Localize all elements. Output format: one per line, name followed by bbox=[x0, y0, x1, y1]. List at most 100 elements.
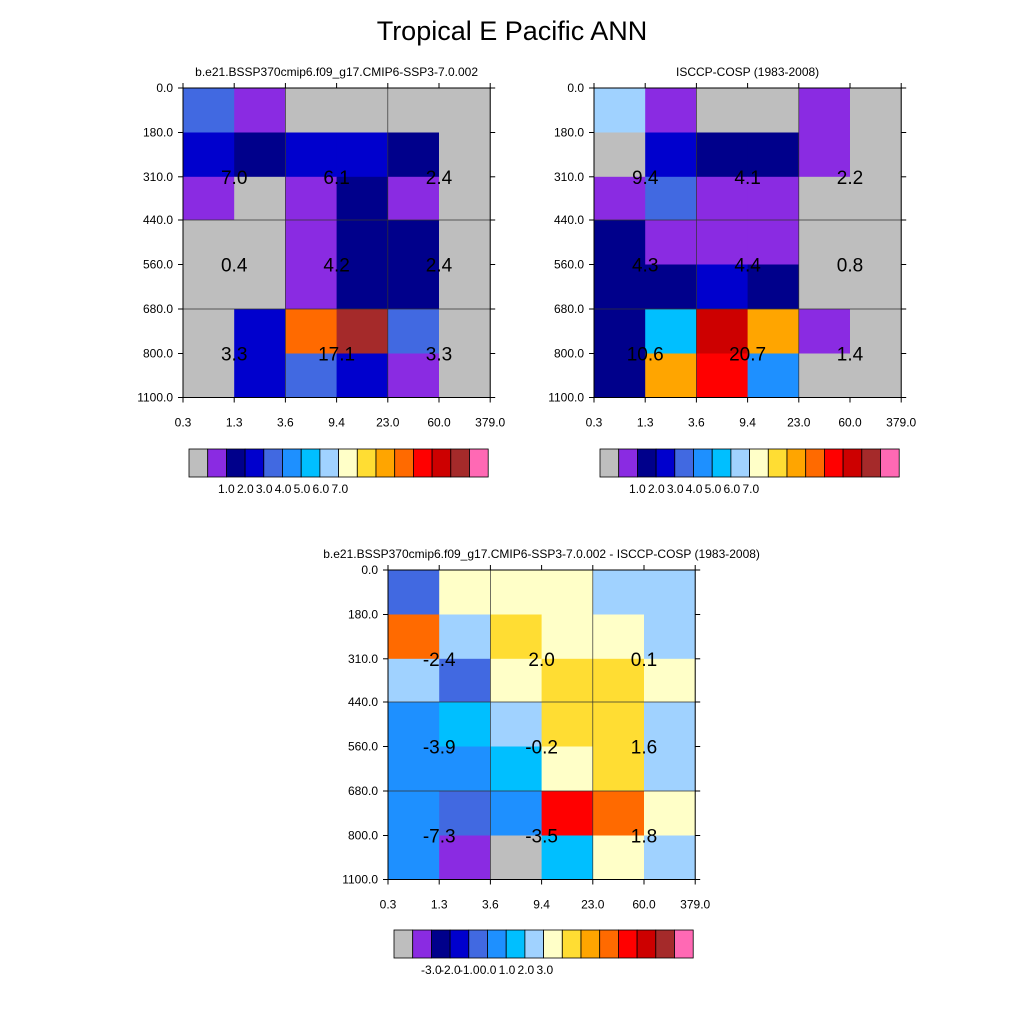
x-tick-label: 379.0 bbox=[475, 416, 505, 430]
y-tick-label: 800.0 bbox=[143, 347, 173, 361]
heatmap-cell bbox=[234, 220, 286, 265]
heatmap-cell bbox=[183, 132, 235, 178]
heatmap-cell bbox=[439, 835, 491, 880]
heatmap-cell bbox=[439, 746, 491, 792]
heatmap-cell bbox=[234, 309, 286, 354]
heatmap-cell bbox=[541, 614, 594, 660]
y-tick-label: 560.0 bbox=[348, 740, 378, 754]
heatmap-cell bbox=[439, 570, 491, 615]
heatmap-cell bbox=[490, 746, 543, 792]
heatmap-cell bbox=[439, 353, 491, 398]
cell-value-label: 20.7 bbox=[729, 345, 766, 366]
heatmap-cell bbox=[747, 88, 800, 133]
heatmap-cell bbox=[490, 614, 543, 660]
heatmap-cell bbox=[592, 658, 645, 703]
heatmap-cell bbox=[645, 309, 697, 354]
heatmap-cell bbox=[644, 791, 696, 836]
heatmap-cell bbox=[696, 88, 749, 133]
heatmap-cell bbox=[183, 220, 235, 265]
x-tick-label: 379.0 bbox=[680, 898, 710, 912]
heatmap-cell bbox=[439, 614, 491, 660]
y-tick-label: 0.0 bbox=[567, 81, 584, 95]
heatmap-cell bbox=[645, 220, 697, 265]
colorbar-swatch bbox=[599, 448, 620, 478]
panel-title: ISCCP-COSP (1983-2008) bbox=[676, 65, 819, 79]
heatmap-cell bbox=[850, 88, 902, 133]
colorbar-swatch bbox=[618, 929, 638, 959]
colorbar-label: 2.0 bbox=[518, 963, 535, 977]
heatmap-cell bbox=[798, 309, 851, 354]
cell-value-label: 2.0 bbox=[528, 650, 554, 671]
heatmap-cell bbox=[645, 88, 697, 133]
heatmap-cell bbox=[387, 88, 440, 133]
colorbar-1: 1.0 2.0 3.0 4.0 5.0 6.0 7.0 bbox=[188, 448, 489, 496]
y-tick-label: 180.0 bbox=[348, 608, 378, 622]
heatmap-cell bbox=[336, 353, 389, 398]
heatmap-cell bbox=[439, 176, 491, 221]
cell-value-label: -2.4 bbox=[423, 650, 456, 671]
heatmap-cell bbox=[336, 309, 389, 354]
colorbar-swatch bbox=[842, 448, 863, 478]
colorbar-label: 1.0 bbox=[499, 963, 516, 977]
cell-value-label: 1.4 bbox=[837, 345, 864, 366]
x-tick-label: 1.3 bbox=[431, 898, 448, 912]
x-tick-label: 9.4 bbox=[533, 898, 550, 912]
heatmap-cell bbox=[490, 702, 543, 747]
heatmap-cell bbox=[387, 176, 440, 221]
heatmap-cell bbox=[644, 614, 696, 660]
heatmap-cell bbox=[234, 88, 286, 133]
colorbar-swatch bbox=[561, 929, 582, 959]
y-tick-label: 800.0 bbox=[348, 829, 378, 843]
colorbar-swatch bbox=[319, 448, 339, 478]
colorbar-swatch bbox=[861, 448, 881, 478]
heatmap-cell bbox=[439, 791, 491, 836]
colorbar-label: 6.0 bbox=[313, 482, 330, 496]
y-tick-label: 180.0 bbox=[554, 126, 584, 140]
colorbar-swatch bbox=[300, 448, 321, 478]
cell-value-label: 17.1 bbox=[318, 345, 355, 366]
heatmap-cell bbox=[747, 264, 800, 310]
colorbar-swatch bbox=[880, 448, 900, 478]
heatmap-cell bbox=[644, 702, 696, 747]
heatmap-cell bbox=[490, 835, 543, 880]
heatmap-cell bbox=[183, 353, 235, 398]
x-tick-label: 0.3 bbox=[380, 898, 397, 912]
colorbar-swatch bbox=[412, 448, 433, 478]
cell-value-label: 1.6 bbox=[631, 738, 657, 759]
colorbar-swatch bbox=[805, 448, 825, 478]
colorbar-swatch bbox=[524, 929, 545, 959]
y-tick-label: 1100.0 bbox=[548, 391, 584, 405]
cell-value-label: -3.5 bbox=[525, 827, 558, 848]
heatmap-cell bbox=[439, 702, 491, 747]
heatmap-cell bbox=[592, 835, 645, 880]
heatmap-cell bbox=[336, 176, 389, 221]
y-tick-label: 310.0 bbox=[143, 170, 173, 184]
colorbar-label: -2.0 bbox=[440, 963, 461, 977]
heatmap-cell bbox=[592, 702, 645, 747]
heatmap-cell bbox=[541, 835, 594, 880]
heatmap-cell bbox=[439, 658, 491, 703]
heatmap-cell bbox=[439, 220, 491, 265]
heatmap-cell bbox=[747, 220, 800, 265]
heatmap-cell bbox=[592, 614, 645, 660]
x-tick-label: 23.0 bbox=[581, 898, 605, 912]
x-tick-label: 23.0 bbox=[376, 416, 400, 430]
colorbar-swatch bbox=[412, 929, 432, 959]
heatmap-cell bbox=[285, 88, 338, 133]
colorbar-label: 0.0 bbox=[480, 963, 497, 977]
x-tick-label: 1.3 bbox=[226, 416, 243, 430]
heatmap-cell bbox=[234, 176, 286, 221]
y-tick-label: 800.0 bbox=[554, 347, 584, 361]
heatmap-cell bbox=[798, 220, 851, 265]
y-tick-label: 180.0 bbox=[143, 126, 173, 140]
colorbar-label: 5.0 bbox=[705, 482, 722, 496]
colorbar-swatch bbox=[394, 448, 414, 478]
heatmap-cell bbox=[645, 264, 697, 310]
y-tick-label: 560.0 bbox=[554, 258, 584, 272]
heatmap-cell bbox=[594, 309, 646, 354]
heatmap-cell bbox=[696, 176, 749, 221]
heatmap-panel-3: b.e21.BSSP370cmip6.f09_g17.CMIP6-SSP3-7.… bbox=[323, 547, 760, 912]
cell-value-label: 2.2 bbox=[837, 168, 863, 189]
cell-value-label: -3.9 bbox=[423, 738, 456, 759]
heatmap-cell bbox=[850, 309, 902, 354]
